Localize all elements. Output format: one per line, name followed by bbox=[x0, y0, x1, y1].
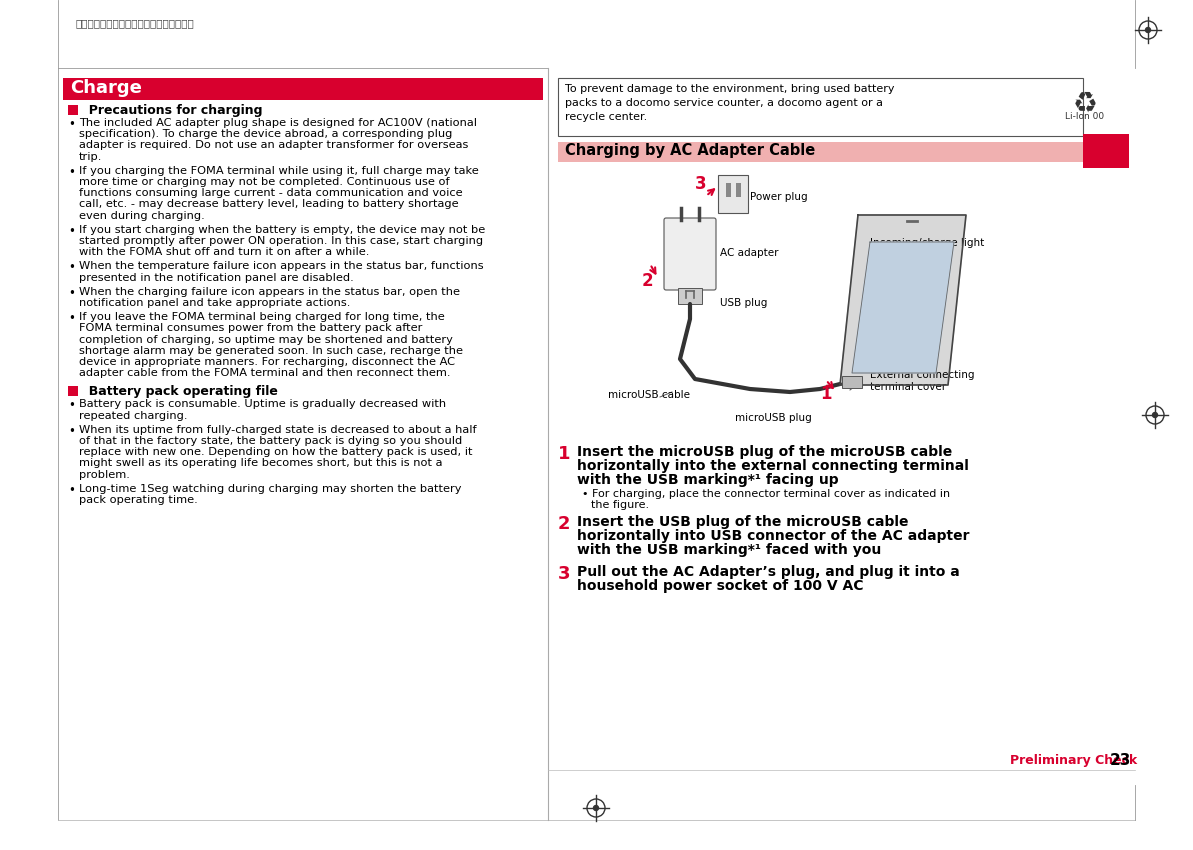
Text: Charge: Charge bbox=[70, 79, 142, 97]
Text: •: • bbox=[68, 262, 75, 275]
Text: Charging by AC Adapter Cable: Charging by AC Adapter Cable bbox=[565, 143, 815, 158]
Text: the figure.: the figure. bbox=[591, 500, 649, 510]
Text: 1: 1 bbox=[820, 385, 832, 403]
Text: horizontally into USB connector of the AC adapter: horizontally into USB connector of the A… bbox=[577, 529, 970, 543]
Text: 1: 1 bbox=[558, 445, 570, 463]
Text: horizontally into the external connecting terminal: horizontally into the external connectin… bbox=[577, 459, 969, 473]
Text: 3: 3 bbox=[558, 565, 570, 583]
Text: Insert the microUSB plug of the microUSB cable: Insert the microUSB plug of the microUSB… bbox=[577, 445, 952, 459]
Text: of that in the factory state, the battery pack is dying so you should: of that in the factory state, the batter… bbox=[79, 436, 462, 446]
Text: even during charging.: even during charging. bbox=[79, 211, 205, 221]
Polygon shape bbox=[840, 215, 966, 385]
Text: External connecting: External connecting bbox=[870, 370, 975, 380]
Text: pack operating time.: pack operating time. bbox=[79, 495, 198, 505]
Text: notification panel and take appropriate actions.: notification panel and take appropriate … bbox=[79, 298, 351, 308]
Text: •: • bbox=[68, 484, 75, 496]
Text: •: • bbox=[68, 286, 75, 300]
Text: trip.: trip. bbox=[79, 151, 103, 162]
Text: ♻: ♻ bbox=[1073, 90, 1098, 118]
Text: started promptly after power ON operation. In this case, start charging: started promptly after power ON operatio… bbox=[79, 236, 483, 246]
Bar bbox=[736, 183, 741, 197]
Bar bbox=[678, 288, 701, 304]
Bar bbox=[718, 175, 748, 213]
Text: might swell as its operating life becomes short, but this is not a: might swell as its operating life become… bbox=[79, 458, 443, 468]
Bar bbox=[842, 376, 863, 388]
Text: adapter is required. Do not use an adapter transformer for overseas: adapter is required. Do not use an adapt… bbox=[79, 140, 469, 150]
Text: household power socket of 100 V AC: household power socket of 100 V AC bbox=[577, 579, 864, 593]
Text: adapter cable from the FOMA terminal and then reconnect them.: adapter cable from the FOMA terminal and… bbox=[79, 368, 451, 378]
Text: Battery pack is consumable. Uptime is gradually decreased with: Battery pack is consumable. Uptime is gr… bbox=[79, 400, 446, 410]
Text: recycle center.: recycle center. bbox=[565, 112, 648, 122]
Bar bbox=[558, 142, 1083, 162]
Text: When the charging failure icon appears in the status bar, open the: When the charging failure icon appears i… bbox=[79, 286, 460, 297]
Bar bbox=[1083, 134, 1129, 168]
Text: Pull out the AC Adapter’s plug, and plug it into a: Pull out the AC Adapter’s plug, and plug… bbox=[577, 565, 959, 579]
Text: When its uptime from fully-charged state is decreased to about a half: When its uptime from fully-charged state… bbox=[79, 425, 477, 435]
Text: •: • bbox=[68, 425, 75, 438]
Bar bbox=[558, 78, 1083, 136]
Text: •: • bbox=[68, 400, 75, 412]
Text: shortage alarm may be generated soon. In such case, recharge the: shortage alarm may be generated soon. In… bbox=[79, 346, 463, 356]
Text: with the USB marking*¹ faced with you: with the USB marking*¹ faced with you bbox=[577, 543, 882, 557]
Circle shape bbox=[1152, 412, 1157, 417]
Text: ２０１１年５月１２日　午後１０時３４分: ２０１１年５月１２日 午後１０時３４分 bbox=[75, 18, 193, 28]
Text: specification). To charge the device abroad, a corresponding plug: specification). To charge the device abr… bbox=[79, 129, 452, 139]
Text: The included AC adapter plug shape is designed for AC100V (national: The included AC adapter plug shape is de… bbox=[79, 118, 477, 128]
Text: with the FOMA shut off and turn it on after a while.: with the FOMA shut off and turn it on af… bbox=[79, 247, 370, 258]
Text: presented in the notification panel are disabled.: presented in the notification panel are … bbox=[79, 273, 354, 282]
Text: microUSB cable: microUSB cable bbox=[608, 390, 690, 400]
Bar bbox=[68, 387, 78, 396]
Text: 3: 3 bbox=[696, 175, 706, 193]
Circle shape bbox=[1145, 27, 1150, 32]
Text: 23: 23 bbox=[1109, 753, 1131, 768]
Polygon shape bbox=[852, 242, 954, 373]
Text: • For charging, place the connector terminal cover as indicated in: • For charging, place the connector term… bbox=[582, 489, 950, 499]
Text: problem.: problem. bbox=[79, 469, 130, 479]
FancyBboxPatch shape bbox=[665, 218, 716, 290]
Text: replace with new one. Depending on how the battery pack is used, it: replace with new one. Depending on how t… bbox=[79, 447, 472, 457]
Text: •: • bbox=[68, 166, 75, 178]
Text: AC adapter: AC adapter bbox=[721, 248, 779, 258]
Text: When the temperature failure icon appears in the status bar, functions: When the temperature failure icon appear… bbox=[79, 262, 483, 271]
Text: Power plug: Power plug bbox=[750, 192, 808, 202]
Text: call, etc. - may decrease battery level, leading to battery shortage: call, etc. - may decrease battery level,… bbox=[79, 200, 458, 209]
Circle shape bbox=[593, 806, 599, 811]
Text: FOMA terminal consumes power from the battery pack after: FOMA terminal consumes power from the ba… bbox=[79, 323, 422, 333]
Text: If you charging the FOMA terminal while using it, full charge may take: If you charging the FOMA terminal while … bbox=[79, 166, 478, 176]
Text: •: • bbox=[68, 312, 75, 326]
Text: •: • bbox=[68, 118, 75, 131]
Text: terminal cover: terminal cover bbox=[870, 382, 946, 392]
Text: Incoming/charge light: Incoming/charge light bbox=[870, 238, 984, 248]
Text: microUSB plug: microUSB plug bbox=[735, 413, 811, 423]
Text: 2: 2 bbox=[642, 272, 654, 290]
Text: 2: 2 bbox=[558, 515, 570, 533]
Text: Preliminary Check: Preliminary Check bbox=[1010, 754, 1137, 767]
Text: If you start charging when the battery is empty, the device may not be: If you start charging when the battery i… bbox=[79, 224, 486, 235]
Text: device in appropriate manners. For recharging, disconnect the AC: device in appropriate manners. For recha… bbox=[79, 357, 455, 367]
Text: Long-time 1Seg watching during charging may shorten the battery: Long-time 1Seg watching during charging … bbox=[79, 484, 462, 494]
Text: Li-Ion 00: Li-Ion 00 bbox=[1065, 112, 1105, 121]
Text: If you leave the FOMA terminal being charged for long time, the: If you leave the FOMA terminal being cha… bbox=[79, 312, 445, 322]
Text: Precautions for charging: Precautions for charging bbox=[80, 104, 262, 117]
Text: repeated charging.: repeated charging. bbox=[79, 411, 187, 421]
Bar bbox=[727, 183, 731, 197]
Text: USB plug: USB plug bbox=[721, 298, 767, 308]
Bar bbox=[68, 105, 78, 115]
Text: •: • bbox=[68, 224, 75, 238]
Text: more time or charging may not be completed. Continuous use of: more time or charging may not be complet… bbox=[79, 177, 450, 187]
Text: functions consuming large current - data communication and voice: functions consuming large current - data… bbox=[79, 188, 463, 198]
Text: Insert the USB plug of the microUSB cable: Insert the USB plug of the microUSB cabl… bbox=[577, 515, 909, 529]
Text: packs to a docomo service counter, a docomo agent or a: packs to a docomo service counter, a doc… bbox=[565, 98, 883, 108]
Bar bbox=[63, 78, 543, 100]
Text: Battery pack operating file: Battery pack operating file bbox=[80, 385, 278, 399]
Text: with the USB marking*¹ facing up: with the USB marking*¹ facing up bbox=[577, 473, 839, 487]
Text: completion of charging, so uptime may be shortened and battery: completion of charging, so uptime may be… bbox=[79, 335, 453, 344]
Text: To prevent damage to the environment, bring used battery: To prevent damage to the environment, br… bbox=[565, 84, 895, 94]
